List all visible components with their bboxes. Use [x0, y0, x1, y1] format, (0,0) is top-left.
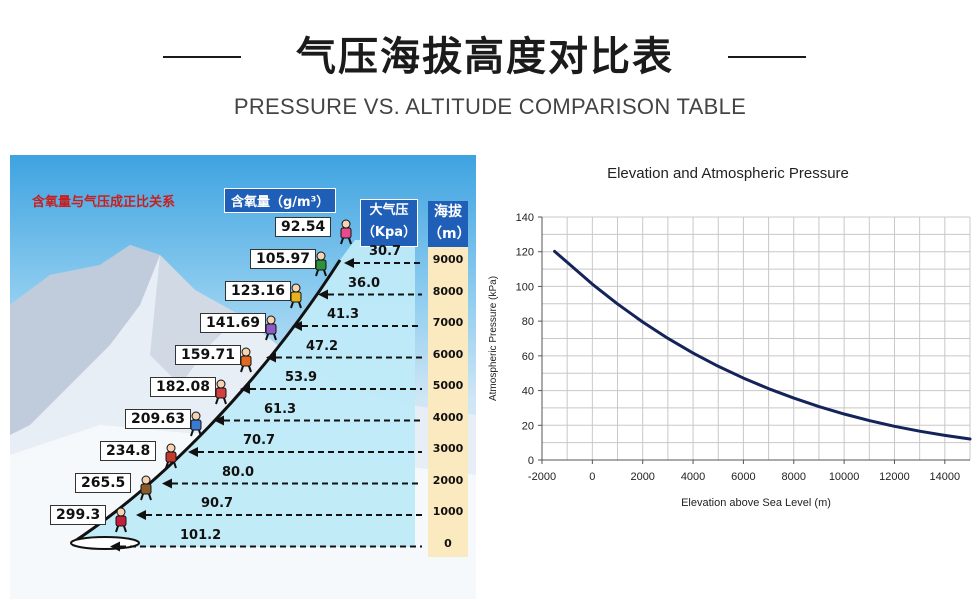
oxygen-value-box: 299.3: [50, 505, 107, 525]
climber-icon: [190, 411, 202, 437]
x-tick-label: 6000: [731, 471, 755, 483]
y-axis-label: Atmospheric Pressure (kPa): [488, 276, 499, 401]
pressure-arrow-line: [110, 541, 422, 552]
altitude-header-line2: （m）: [428, 226, 471, 242]
oxygen-value-box: 123.16: [225, 281, 292, 301]
title-rule-left: [163, 56, 241, 58]
y-tick-label: 80: [522, 316, 534, 328]
y-tick-label: 40: [522, 386, 534, 398]
climber-icon: [140, 475, 152, 501]
pressure-header-line2: （Kpa）: [361, 225, 417, 240]
oxygen-value-box: 209.63: [125, 409, 192, 429]
oxygen-value-box: 265.5: [75, 473, 132, 493]
page-title: 气压海拔高度对比表: [296, 34, 674, 80]
oxygen-value-box: 105.97: [250, 249, 317, 269]
oxygen-value-box: 159.71: [175, 345, 242, 365]
pressure-value: 61.3: [264, 401, 297, 417]
y-tick-label: 0: [528, 455, 534, 467]
climber-icon: [290, 283, 302, 309]
pressure-arrow-line: [188, 447, 422, 457]
altitude-column: [428, 247, 468, 557]
pressure-value: 70.7: [243, 433, 276, 448]
page-subtitle: PRESSURE VS. ALTITUDE COMPARISON TABLE: [233, 94, 747, 119]
altitude-label: 5000: [432, 379, 464, 392]
climber-icon: [240, 347, 252, 373]
infographic-heading: 含氧量与气压成正比关系: [32, 195, 176, 210]
oxygen-column-header: 含氧量（g/m³）: [224, 188, 337, 213]
altitude-label: 6000: [432, 347, 464, 361]
pressure-arrow-line: [266, 352, 422, 363]
x-tick-label: 0: [589, 471, 595, 483]
pressure-arrow-line: [162, 478, 422, 489]
oxygen-value-box: 141.69: [200, 313, 267, 333]
chart-title: Elevation and Atmospheric Pressure: [607, 165, 849, 182]
altitude-label: 9000: [432, 253, 464, 266]
pressure-value: 30.7: [369, 244, 402, 259]
pressure-arrow-line: [318, 289, 422, 300]
y-tick-label: 120: [516, 247, 534, 259]
pressure-arrow-line: [292, 321, 422, 331]
pressure-arrow-line: [240, 384, 422, 394]
y-tick-label: 20: [522, 420, 534, 432]
x-tick-label: 14000: [930, 471, 961, 483]
pressure-value: 47.2: [306, 338, 339, 354]
pressure-arrow-line: [214, 415, 422, 426]
pressure-arrow-line: [136, 510, 422, 520]
altitude-label: 0: [444, 536, 452, 550]
climber-icon: [315, 251, 327, 277]
pressure-arrow-line: [344, 258, 422, 268]
altitude-column-header: 海拔 （m）: [428, 201, 471, 247]
pressure-elevation-chart: Elevation and Atmospheric Pressure -2000 0…: [488, 165, 972, 509]
pressure-value: 53.9: [285, 370, 318, 385]
x-axis-label: Elevation above Sea Level (m): [681, 497, 831, 509]
title-rule-right: [728, 56, 806, 58]
pressure-value: 41.3: [327, 307, 360, 322]
x-tick-label: -2000: [528, 471, 556, 483]
altitude-label: 8000: [432, 284, 464, 298]
y-tick-label: 100: [516, 281, 534, 293]
x-tick-label: 12000: [879, 471, 910, 483]
pressure-value: 90.7: [201, 496, 234, 511]
altitude-label: 7000: [432, 316, 464, 329]
pressure-value: 101.2: [180, 527, 222, 543]
climber-icon: [215, 379, 227, 405]
pressure-column-header: 大气压 （Kpa）: [360, 199, 418, 247]
pressure-value: 36.0: [348, 275, 381, 291]
oxygen-value-box: 234.8: [100, 441, 157, 461]
climber-icon: [265, 315, 277, 341]
x-tick-label: 2000: [630, 471, 654, 483]
oxygen-value-box: 182.08: [150, 377, 217, 397]
climber-icon: [340, 219, 352, 245]
altitude-label: 1000: [432, 505, 464, 518]
mountain-illustration: [10, 240, 476, 599]
pressure-value: 80.0: [222, 464, 255, 480]
pressure-curve: [553, 249, 972, 441]
climber-icon: [165, 443, 177, 469]
y-tick-label: 140: [516, 212, 534, 224]
oxygen-value-box: 92.54: [275, 217, 332, 237]
altitude-label: 3000: [432, 442, 464, 455]
pressure-header-line1: 大气压: [369, 203, 409, 218]
x-tick-label: 8000: [782, 471, 806, 483]
x-tick-label: 4000: [681, 471, 705, 483]
altitude-infographic: 含氧量与气压成正比关系 含氧量（g/m³） 大气压 （Kpa） 海拔 （m） 9…: [10, 155, 476, 599]
y-tick-label: 60: [522, 351, 534, 363]
altitude-label: 2000: [432, 473, 464, 487]
x-tick-label: 10000: [829, 471, 860, 483]
climber-icon: [115, 507, 127, 533]
altitude-header-line1: 海拔: [434, 204, 462, 220]
altitude-label: 4000: [432, 410, 464, 424]
